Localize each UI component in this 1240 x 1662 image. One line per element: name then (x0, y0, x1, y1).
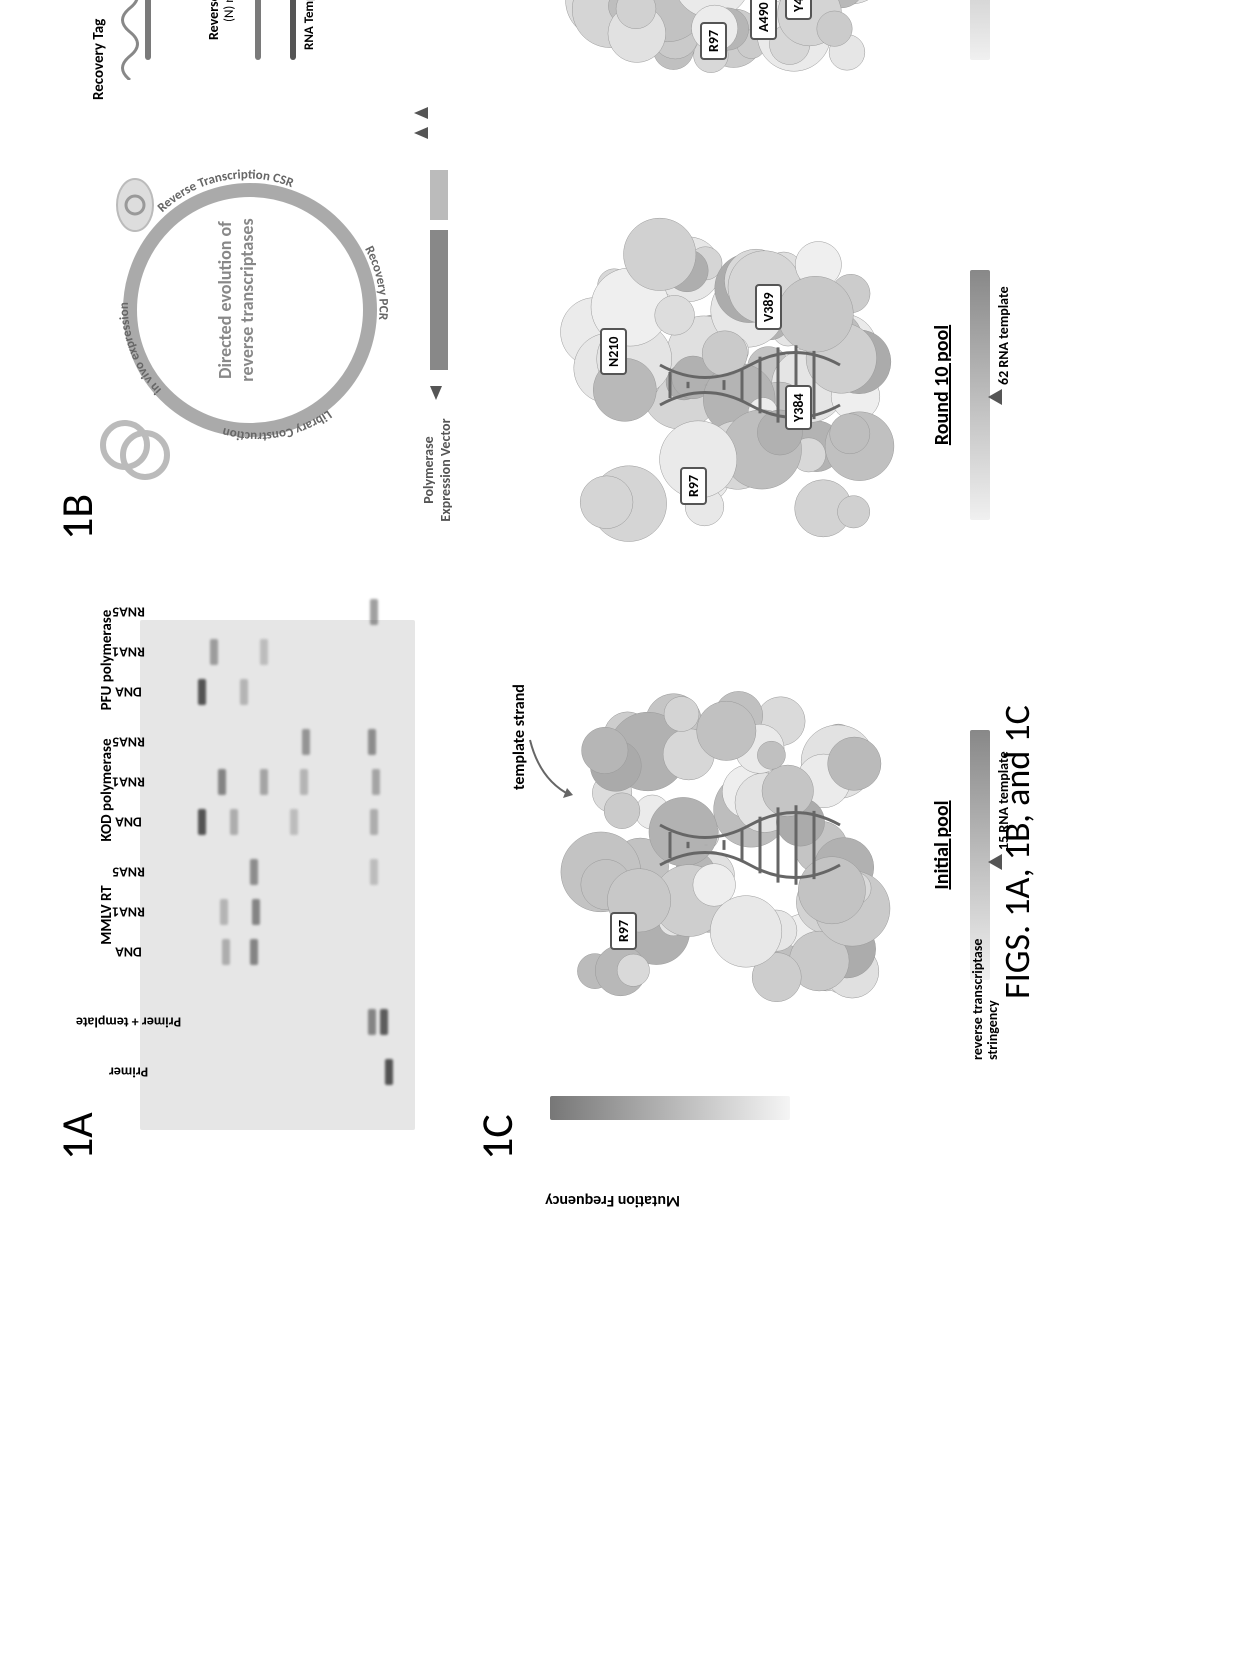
lane-label-mmlv-dna: DNA (115, 944, 142, 961)
rna-template-label: RNA Template (302, 0, 317, 50)
gel-band (300, 769, 308, 795)
lane-primer-template: Primer + template (140, 1004, 415, 1040)
pool-title-2: Round 18 pool (930, 0, 954, 120)
lane-label-kod-dna: DNA (115, 814, 142, 831)
lane-label-pfu-dna: DNA (115, 684, 142, 701)
protein-pool-0: R97 (530, 650, 920, 1040)
lane-label-mmlv-rna5: RNA5 (112, 864, 145, 881)
lane-label-primer: Primer (109, 1064, 148, 1081)
vector-label: Polymerase Expression Vector (420, 410, 454, 530)
gel-band (290, 809, 298, 835)
lane-label-kod-rna5: RNA5 (112, 734, 145, 751)
residue-A490: A490 (750, 0, 777, 40)
lane-label-pfu-rna5: RNA5 (112, 604, 145, 621)
rev-transcription-label: Reverse transcription (205, 0, 222, 40)
gel-band (370, 809, 378, 835)
recovery-tag-label: Recovery Tag (90, 19, 108, 100)
gel-image: Primer Primer + template DNA RNA1 RNA5 DNA RNA… (140, 620, 415, 1130)
protein-pool-2: R97N210A490Y493Y384I521V389E664G711F587 (530, 0, 920, 120)
recovery-arrow-up2 (414, 107, 428, 119)
mutation-freq-label: Mutation Frequency (545, 1191, 680, 1210)
gel-band (372, 769, 380, 795)
stringency-bar-1 (970, 270, 990, 520)
panel-1a-label: 1A (50, 1112, 104, 1160)
lane-pfu-dna: DNA (140, 674, 415, 710)
n-residues-label: (N) residues (222, 0, 237, 22)
gel-band (368, 729, 376, 755)
gel-band (260, 639, 268, 665)
residue-Y384: Y384 (785, 385, 812, 430)
gel-band (380, 1009, 388, 1035)
stringency-bar-2 (970, 0, 990, 60)
residue-R97: R97 (700, 22, 727, 60)
lane-mmlv-dna: DNA (140, 934, 415, 970)
recovery-bar-1 (430, 230, 448, 370)
csr-center-title: Directed evolution of reverse transcript… (215, 200, 258, 400)
lane-label-kod-rna1: RNA1 (112, 774, 145, 791)
lane-label-pfu-rna1: RNA1 (112, 644, 145, 661)
residue-Y493: Y493 (785, 0, 812, 20)
lane-kod-rna1: RNA1 (140, 764, 415, 800)
residue-V389: V389 (755, 284, 782, 330)
lane-pfu-rna1: RNA1 (140, 634, 415, 670)
gel-band (250, 859, 258, 885)
pool-title-1: Round 10 pool (930, 190, 954, 580)
gel-band (220, 899, 228, 925)
pool-title-0: Initial pool (930, 650, 954, 1040)
gel-band (370, 859, 378, 885)
gel-band (230, 809, 238, 835)
lane-label-mmlv-rna1: RNA1 (112, 904, 145, 921)
lane-mmlv-rna5: RNA5 (140, 854, 415, 890)
gel-band (252, 899, 260, 925)
stringency-arrow-1 (988, 389, 1002, 405)
gel-band (198, 679, 206, 705)
figure-caption: FIGS. 1A, 1B, and 1C (995, 705, 1039, 999)
gel-band (250, 939, 258, 965)
protein-pool-1: R97 N210 Y384 V389 (530, 190, 920, 580)
gel-band (222, 939, 230, 965)
lane-mmlv-rna1: RNA1 (140, 894, 415, 930)
gel-band (210, 639, 218, 665)
gel-band (368, 1009, 376, 1035)
lane-kod-dna: DNA (140, 804, 415, 840)
recovery-bar-2 (430, 170, 448, 220)
mutation-freq-bar (550, 1096, 790, 1120)
lane-pfu-rna5: RNA5 (140, 594, 415, 630)
figure-page: 1A MMLV RT KOD polymerase PFU polymerase… (0, 0, 1240, 1240)
panel-1b-label: 1B (50, 494, 104, 540)
gel-band (370, 599, 378, 625)
residue-R97: R97 (680, 467, 707, 505)
lane-label-primer-template: Primer + template (76, 1014, 181, 1031)
gel-band (218, 769, 226, 795)
stringency-text-1: 62 RNA template (995, 286, 1012, 385)
panel-1c-label: 1C (470, 1114, 524, 1160)
recovery-arrow-l (430, 386, 442, 400)
gel-band (302, 729, 310, 755)
gel-band (260, 769, 268, 795)
gel-band (198, 809, 206, 835)
gel-band (385, 1059, 393, 1085)
residue-N210: N210 (600, 328, 627, 375)
lane-kod-rna5: RNA5 (140, 724, 415, 760)
residue-R97: R97 (610, 912, 637, 950)
gel-band (240, 679, 248, 705)
recovery-arrow-up1 (414, 127, 428, 139)
lane-primer: Primer (140, 1054, 415, 1090)
